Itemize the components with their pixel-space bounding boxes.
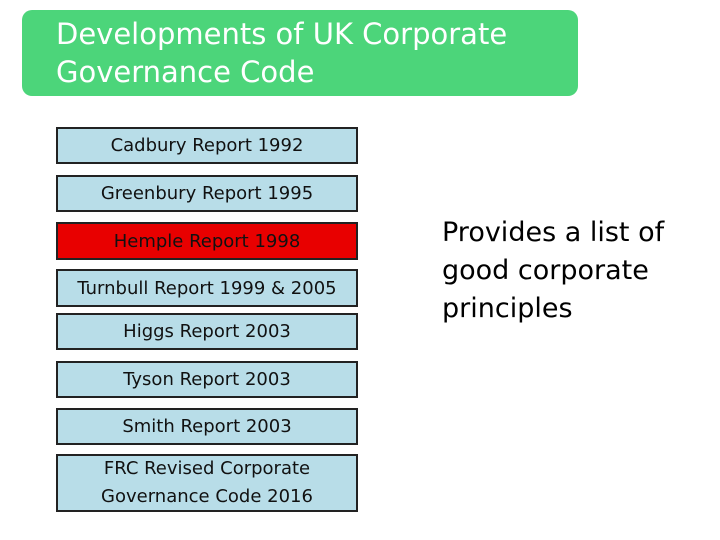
report-turnbull: Turnbull Report 1999 & 2005 bbox=[56, 269, 358, 307]
report-smith: Smith Report 2003 bbox=[56, 408, 358, 445]
report-label-line-2: Governance Code 2016 bbox=[101, 486, 313, 507]
title-line-2: Governance Code bbox=[56, 55, 315, 89]
report-greenbury: Greenbury Report 1995 bbox=[56, 175, 358, 212]
report-label: Smith Report 2003 bbox=[122, 416, 292, 437]
report-label: Turnbull Report 1999 & 2005 bbox=[77, 277, 337, 299]
report-tyson: Tyson Report 2003 bbox=[56, 361, 358, 398]
report-label: Hemple Report 1998 bbox=[113, 230, 301, 252]
report-label: Greenbury Report 1995 bbox=[100, 183, 314, 204]
side-note: Provides a list of good corporate princi… bbox=[442, 214, 712, 328]
side-note-line-1: Provides a list of bbox=[442, 217, 665, 248]
report-label: Tyson Report 2003 bbox=[123, 369, 291, 390]
report-frc-revised-code: FRC Revised Corporate Governance Code 20… bbox=[56, 454, 358, 512]
report-label: Cadbury Report 1992 bbox=[110, 135, 304, 156]
title-line-1: Developments of UK Corporate bbox=[56, 17, 508, 51]
report-cadbury: Cadbury Report 1992 bbox=[56, 127, 358, 164]
report-label-line-1: FRC Revised Corporate bbox=[103, 458, 311, 479]
report-label: Higgs Report 2003 bbox=[123, 321, 291, 342]
report-higgs: Higgs Report 2003 bbox=[56, 313, 358, 350]
side-note-line-3: principles bbox=[442, 293, 573, 324]
side-note-line-2: good corporate bbox=[442, 255, 649, 286]
report-hemple-highlighted: Hemple Report 1998 bbox=[56, 222, 358, 260]
title-banner: Developments of UK Corporate Governance … bbox=[22, 10, 578, 96]
